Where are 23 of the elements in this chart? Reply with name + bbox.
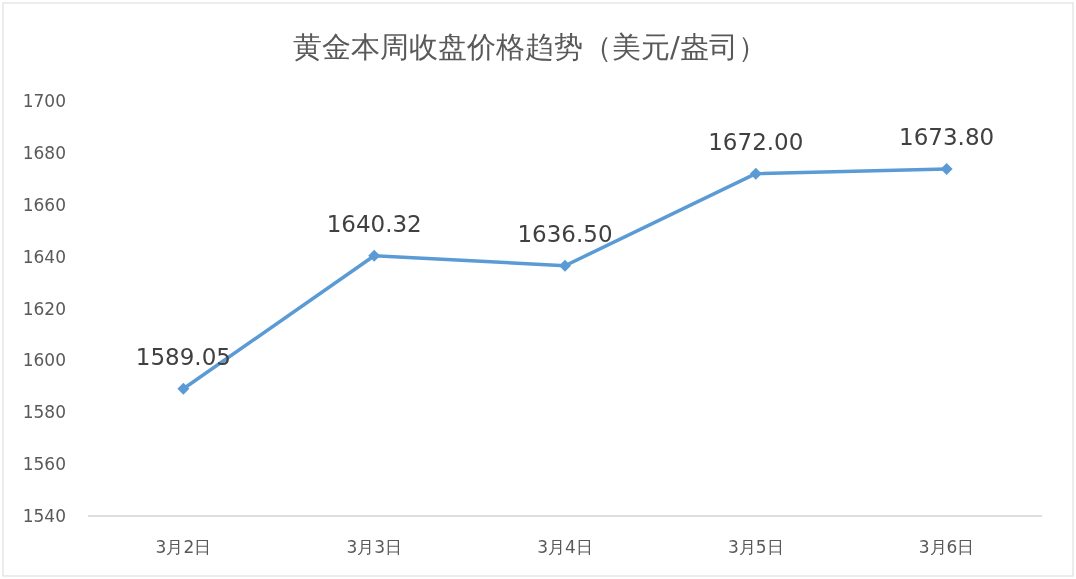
x-tick-label: 3月3日 [346,537,403,557]
x-tick-label: 3月4日 [537,537,593,557]
y-tick-label: 1620 [22,298,66,319]
y-tick-label: 1540 [22,506,66,526]
y-tick-label: 1580 [22,402,66,423]
y-tick-label: 1680 [22,142,66,163]
point [559,259,571,272]
data-label: 1589.05 [135,343,231,370]
data-label: 1673.80 [899,123,995,150]
y-tick-label: 1640 [22,246,66,267]
y-tick-label: 1660 [22,194,66,215]
x-tick-label: 3月2日 [155,537,212,557]
point [177,382,190,395]
x-tick-label: 3月6日 [918,537,975,557]
y-tick-label: 1600 [22,350,66,371]
data-label: 1640.32 [326,210,422,237]
point [749,167,762,180]
data-label: 1672.00 [708,128,804,155]
data-label: 1636.50 [517,220,613,247]
y-tick-label: 1560 [22,454,66,475]
chart-title: 黄金本周收盘价格趋势（美元/盎司） [293,30,767,64]
x-tick-label: 3月5日 [727,537,784,557]
y-tick-label: 1700 [22,91,66,111]
